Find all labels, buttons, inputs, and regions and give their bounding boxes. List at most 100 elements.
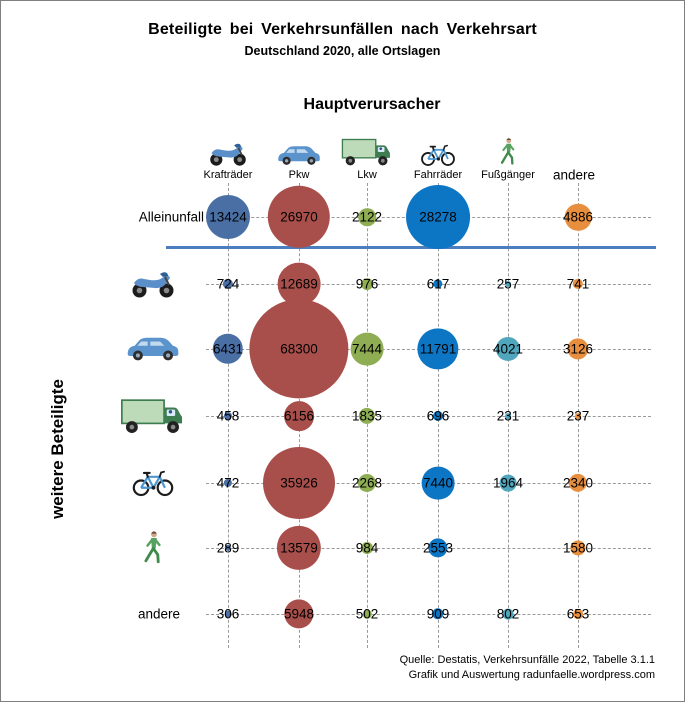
- bubble: [572, 278, 584, 290]
- bubble: [570, 540, 586, 556]
- value-label: 289: [216, 540, 240, 556]
- truck-icon: [341, 137, 393, 167]
- value-label: 472: [216, 475, 240, 491]
- bubble: [564, 203, 592, 231]
- bubble: [428, 538, 448, 558]
- bubble: [499, 474, 517, 492]
- row-label: Alleinunfall: [138, 209, 204, 225]
- value-label: 802: [496, 606, 520, 622]
- bubble: [361, 542, 373, 554]
- value-label: 237: [566, 408, 590, 424]
- value-label: 984: [355, 540, 379, 556]
- bubble: [495, 336, 521, 362]
- value-label: 909: [426, 606, 450, 622]
- motorcycle-icon: [208, 141, 248, 167]
- bubble: [284, 599, 314, 629]
- value-label: 741: [566, 276, 590, 292]
- value-label: 257: [496, 276, 520, 292]
- bubble: [350, 332, 384, 366]
- bubble: [406, 185, 470, 249]
- column-label: Pkw: [288, 169, 310, 181]
- value-label: 724: [216, 276, 240, 292]
- chart-subtitle: Deutschland 2020, alle Ortslagen: [244, 44, 441, 58]
- bubble: [573, 609, 583, 619]
- bubble: [502, 608, 514, 620]
- bubble: [568, 473, 588, 493]
- value-label: 2122: [351, 209, 383, 225]
- bubble: [433, 279, 443, 289]
- bubble: [222, 278, 234, 290]
- value-label: 28278: [419, 209, 457, 225]
- bubble: [432, 608, 444, 620]
- motorcycle-icon: [130, 269, 176, 299]
- car-icon: [276, 144, 322, 167]
- value-label: 1835: [351, 408, 383, 424]
- bubble: [505, 413, 511, 419]
- bubble: [421, 466, 455, 500]
- bubble: [267, 185, 331, 249]
- value-label: 7440: [422, 475, 454, 491]
- column-label: andere: [552, 167, 596, 183]
- bubble: [224, 610, 232, 618]
- column-label: Lkw: [357, 169, 377, 181]
- column-label: Krafträder: [203, 169, 253, 181]
- truck-icon: [120, 397, 186, 435]
- source-line-1: Quelle: Destatis, Verkehrsunfälle 2022, …: [399, 654, 655, 666]
- chart-title: Beteiligte bei Verkehrsunfällen nach Ver…: [148, 21, 537, 38]
- bubble: [284, 401, 314, 431]
- value-label: 617: [426, 276, 450, 292]
- value-label: 1580: [562, 540, 594, 556]
- value-label: 13424: [209, 209, 247, 225]
- bicycle-icon: [421, 143, 456, 167]
- value-label: 458: [216, 408, 240, 424]
- pedestrian-icon: [142, 530, 165, 566]
- bubble: [361, 278, 373, 290]
- bubble: [362, 609, 372, 619]
- grid-line-horizontal: [206, 416, 651, 417]
- value-label: 11791: [419, 341, 457, 357]
- value-label: 13579: [280, 540, 318, 556]
- pedestrian-icon: [499, 137, 518, 167]
- bubble: [504, 280, 512, 288]
- value-label: 696: [426, 408, 450, 424]
- value-label: 3126: [562, 341, 594, 357]
- value-label: 2340: [562, 475, 594, 491]
- value-label: 26970: [280, 209, 318, 225]
- value-label: 6156: [283, 408, 315, 424]
- bubble: [224, 544, 232, 552]
- value-label: 1964: [492, 475, 524, 491]
- bubble: [358, 407, 376, 425]
- source-line-2: Grafik und Auswertung radunfaelle.wordpr…: [408, 669, 655, 681]
- value-label: 12689: [280, 276, 318, 292]
- bubble: [205, 194, 251, 240]
- value-label: 2268: [351, 475, 383, 491]
- bubble: [277, 262, 321, 306]
- value-label: 4021: [492, 341, 524, 357]
- bubble: [358, 208, 376, 226]
- bicycle-icon: [132, 469, 174, 498]
- column-label: Fußgänger: [481, 169, 535, 181]
- bubble: [262, 446, 336, 520]
- value-label: 502: [355, 606, 379, 622]
- grid-line-horizontal: [206, 614, 651, 615]
- divider-line: [166, 246, 656, 249]
- bubble: [276, 525, 322, 571]
- bubble: [567, 338, 589, 360]
- value-label: 306: [216, 606, 240, 622]
- value-label: 35926: [280, 475, 318, 491]
- value-label: 7444: [351, 341, 383, 357]
- bubble: [417, 328, 459, 370]
- value-label: 4886: [562, 209, 594, 225]
- bubble: [249, 299, 349, 399]
- value-label: 976: [355, 276, 379, 292]
- bubble: [223, 478, 233, 488]
- value-label: 5948: [283, 606, 315, 622]
- column-label: Fahrräder: [413, 169, 463, 181]
- value-label: 653: [566, 606, 590, 622]
- value-label: 68300: [280, 341, 318, 357]
- value-label: 2553: [422, 540, 454, 556]
- bubble: [223, 411, 233, 421]
- value-label: 231: [496, 408, 520, 424]
